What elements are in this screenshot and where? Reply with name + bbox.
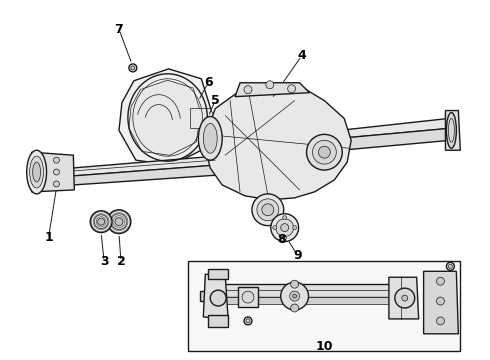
Circle shape xyxy=(53,181,59,187)
Polygon shape xyxy=(445,111,460,150)
Circle shape xyxy=(281,282,309,310)
Circle shape xyxy=(94,215,108,229)
Ellipse shape xyxy=(30,156,44,188)
Text: 10: 10 xyxy=(316,340,333,353)
Polygon shape xyxy=(389,277,418,319)
Circle shape xyxy=(288,85,295,93)
Circle shape xyxy=(90,211,112,233)
Circle shape xyxy=(446,262,454,270)
Polygon shape xyxy=(129,80,201,155)
Circle shape xyxy=(437,297,444,305)
Text: 2: 2 xyxy=(117,255,125,268)
Polygon shape xyxy=(238,287,258,307)
Polygon shape xyxy=(424,271,458,334)
Circle shape xyxy=(129,64,137,72)
Text: 5: 5 xyxy=(211,94,220,107)
Polygon shape xyxy=(200,291,218,301)
Circle shape xyxy=(131,66,135,70)
Polygon shape xyxy=(189,261,460,351)
Ellipse shape xyxy=(26,150,47,194)
Circle shape xyxy=(244,317,252,325)
Circle shape xyxy=(115,218,123,226)
Circle shape xyxy=(210,290,226,306)
Circle shape xyxy=(53,157,59,163)
Ellipse shape xyxy=(33,162,41,182)
Polygon shape xyxy=(191,109,215,129)
Circle shape xyxy=(107,210,131,234)
Circle shape xyxy=(53,169,59,175)
Circle shape xyxy=(290,291,299,301)
Circle shape xyxy=(437,317,444,325)
Circle shape xyxy=(291,304,298,312)
Text: 7: 7 xyxy=(115,23,123,36)
Polygon shape xyxy=(235,83,310,96)
Circle shape xyxy=(276,219,294,237)
Circle shape xyxy=(283,216,287,220)
Polygon shape xyxy=(72,165,218,185)
Polygon shape xyxy=(339,129,450,150)
Circle shape xyxy=(246,319,250,323)
Circle shape xyxy=(318,146,330,158)
Circle shape xyxy=(281,224,289,231)
Ellipse shape xyxy=(203,123,217,153)
Text: 8: 8 xyxy=(277,233,286,246)
Circle shape xyxy=(266,81,274,89)
Polygon shape xyxy=(208,269,228,279)
Polygon shape xyxy=(205,297,394,304)
Polygon shape xyxy=(205,83,351,200)
Polygon shape xyxy=(203,274,228,319)
Polygon shape xyxy=(205,284,394,297)
Circle shape xyxy=(291,280,298,288)
Circle shape xyxy=(244,86,252,94)
Circle shape xyxy=(98,218,104,225)
Polygon shape xyxy=(208,315,228,327)
Circle shape xyxy=(293,226,296,230)
Polygon shape xyxy=(32,152,74,192)
Polygon shape xyxy=(119,69,211,165)
Circle shape xyxy=(111,214,127,230)
Circle shape xyxy=(313,140,336,164)
Circle shape xyxy=(307,134,342,170)
Circle shape xyxy=(252,194,284,226)
Circle shape xyxy=(271,214,298,242)
Text: 3: 3 xyxy=(100,255,108,268)
Ellipse shape xyxy=(446,113,456,148)
Circle shape xyxy=(242,291,254,303)
Circle shape xyxy=(448,264,452,268)
Circle shape xyxy=(283,235,287,239)
Circle shape xyxy=(257,199,279,221)
Text: 4: 4 xyxy=(297,49,306,63)
Polygon shape xyxy=(339,118,450,138)
Circle shape xyxy=(402,295,408,301)
Circle shape xyxy=(437,277,444,285)
Text: 1: 1 xyxy=(44,231,53,244)
Circle shape xyxy=(395,288,415,308)
Polygon shape xyxy=(72,156,218,176)
Text: 9: 9 xyxy=(294,249,302,262)
Circle shape xyxy=(293,294,296,298)
Circle shape xyxy=(262,204,274,216)
Text: 6: 6 xyxy=(204,76,213,89)
Ellipse shape xyxy=(198,117,222,160)
Circle shape xyxy=(273,226,277,230)
